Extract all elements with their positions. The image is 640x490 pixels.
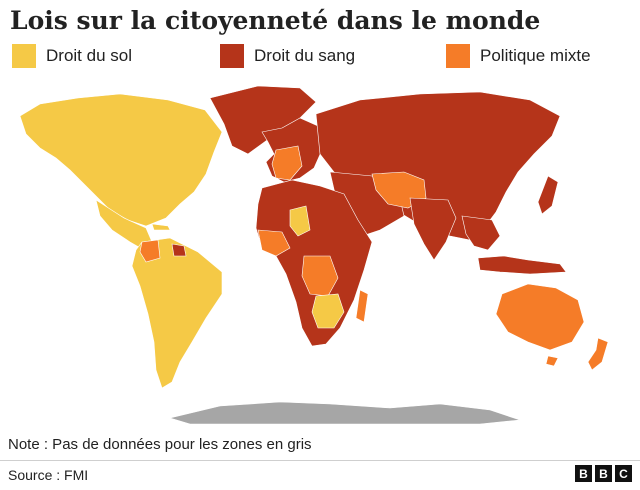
legend-swatch-droit-du-sang [220, 44, 244, 68]
map-region-colombia-mixed [139, 239, 161, 263]
map-region-japan [537, 175, 559, 215]
map-region-india [409, 197, 457, 261]
map-region-australia [495, 283, 585, 351]
map-region-southeast-asia [461, 215, 501, 251]
legend-swatch-droit-du-sol [12, 44, 36, 68]
source-text: Source : FMI [8, 467, 89, 483]
bbc-logo-letter-1: B [575, 465, 592, 482]
map-region-central-africa-soil [289, 205, 311, 237]
map-region-caribbean [151, 223, 171, 231]
bbc-logo: B B C [575, 465, 632, 482]
map-region-indonesia [477, 255, 567, 275]
map-region-western-europe-mixed [271, 145, 303, 181]
map-region-antarctica [168, 401, 521, 425]
map-region-new-zealand [587, 337, 609, 371]
map-region-north-america [19, 93, 223, 227]
bbc-logo-letter-3: C [615, 465, 632, 482]
legend-item-politique-mixte: Politique mixte [446, 44, 591, 68]
legend-label-droit-du-sang: Droit du sang [254, 46, 356, 65]
map-region-south-america [131, 237, 223, 389]
legend-item-droit-du-sang: Droit du sang [220, 44, 355, 68]
map-region-west-africa-mixed [257, 229, 291, 257]
map-region-madagascar [355, 289, 369, 323]
bbc-logo-letter-2: B [595, 465, 612, 482]
legend: Droit du sol Droit du sang Politique mix… [0, 44, 640, 74]
footer-divider [0, 460, 640, 461]
world-map [0, 80, 640, 425]
legend-label-droit-du-sol: Droit du sol [46, 46, 132, 65]
note-text: Note : Pas de données pour les zones en … [8, 436, 312, 453]
map-region-guianas-blood [171, 243, 187, 257]
legend-label-politique-mixte: Politique mixte [480, 46, 591, 65]
map-region-southern-africa-soil [311, 293, 345, 329]
page-title: Lois sur la citoyenneté dans le monde [10, 6, 541, 35]
legend-item-droit-du-sol: Droit du sol [12, 44, 132, 68]
map-region-tasmania [545, 355, 559, 367]
legend-swatch-politique-mixte [446, 44, 470, 68]
